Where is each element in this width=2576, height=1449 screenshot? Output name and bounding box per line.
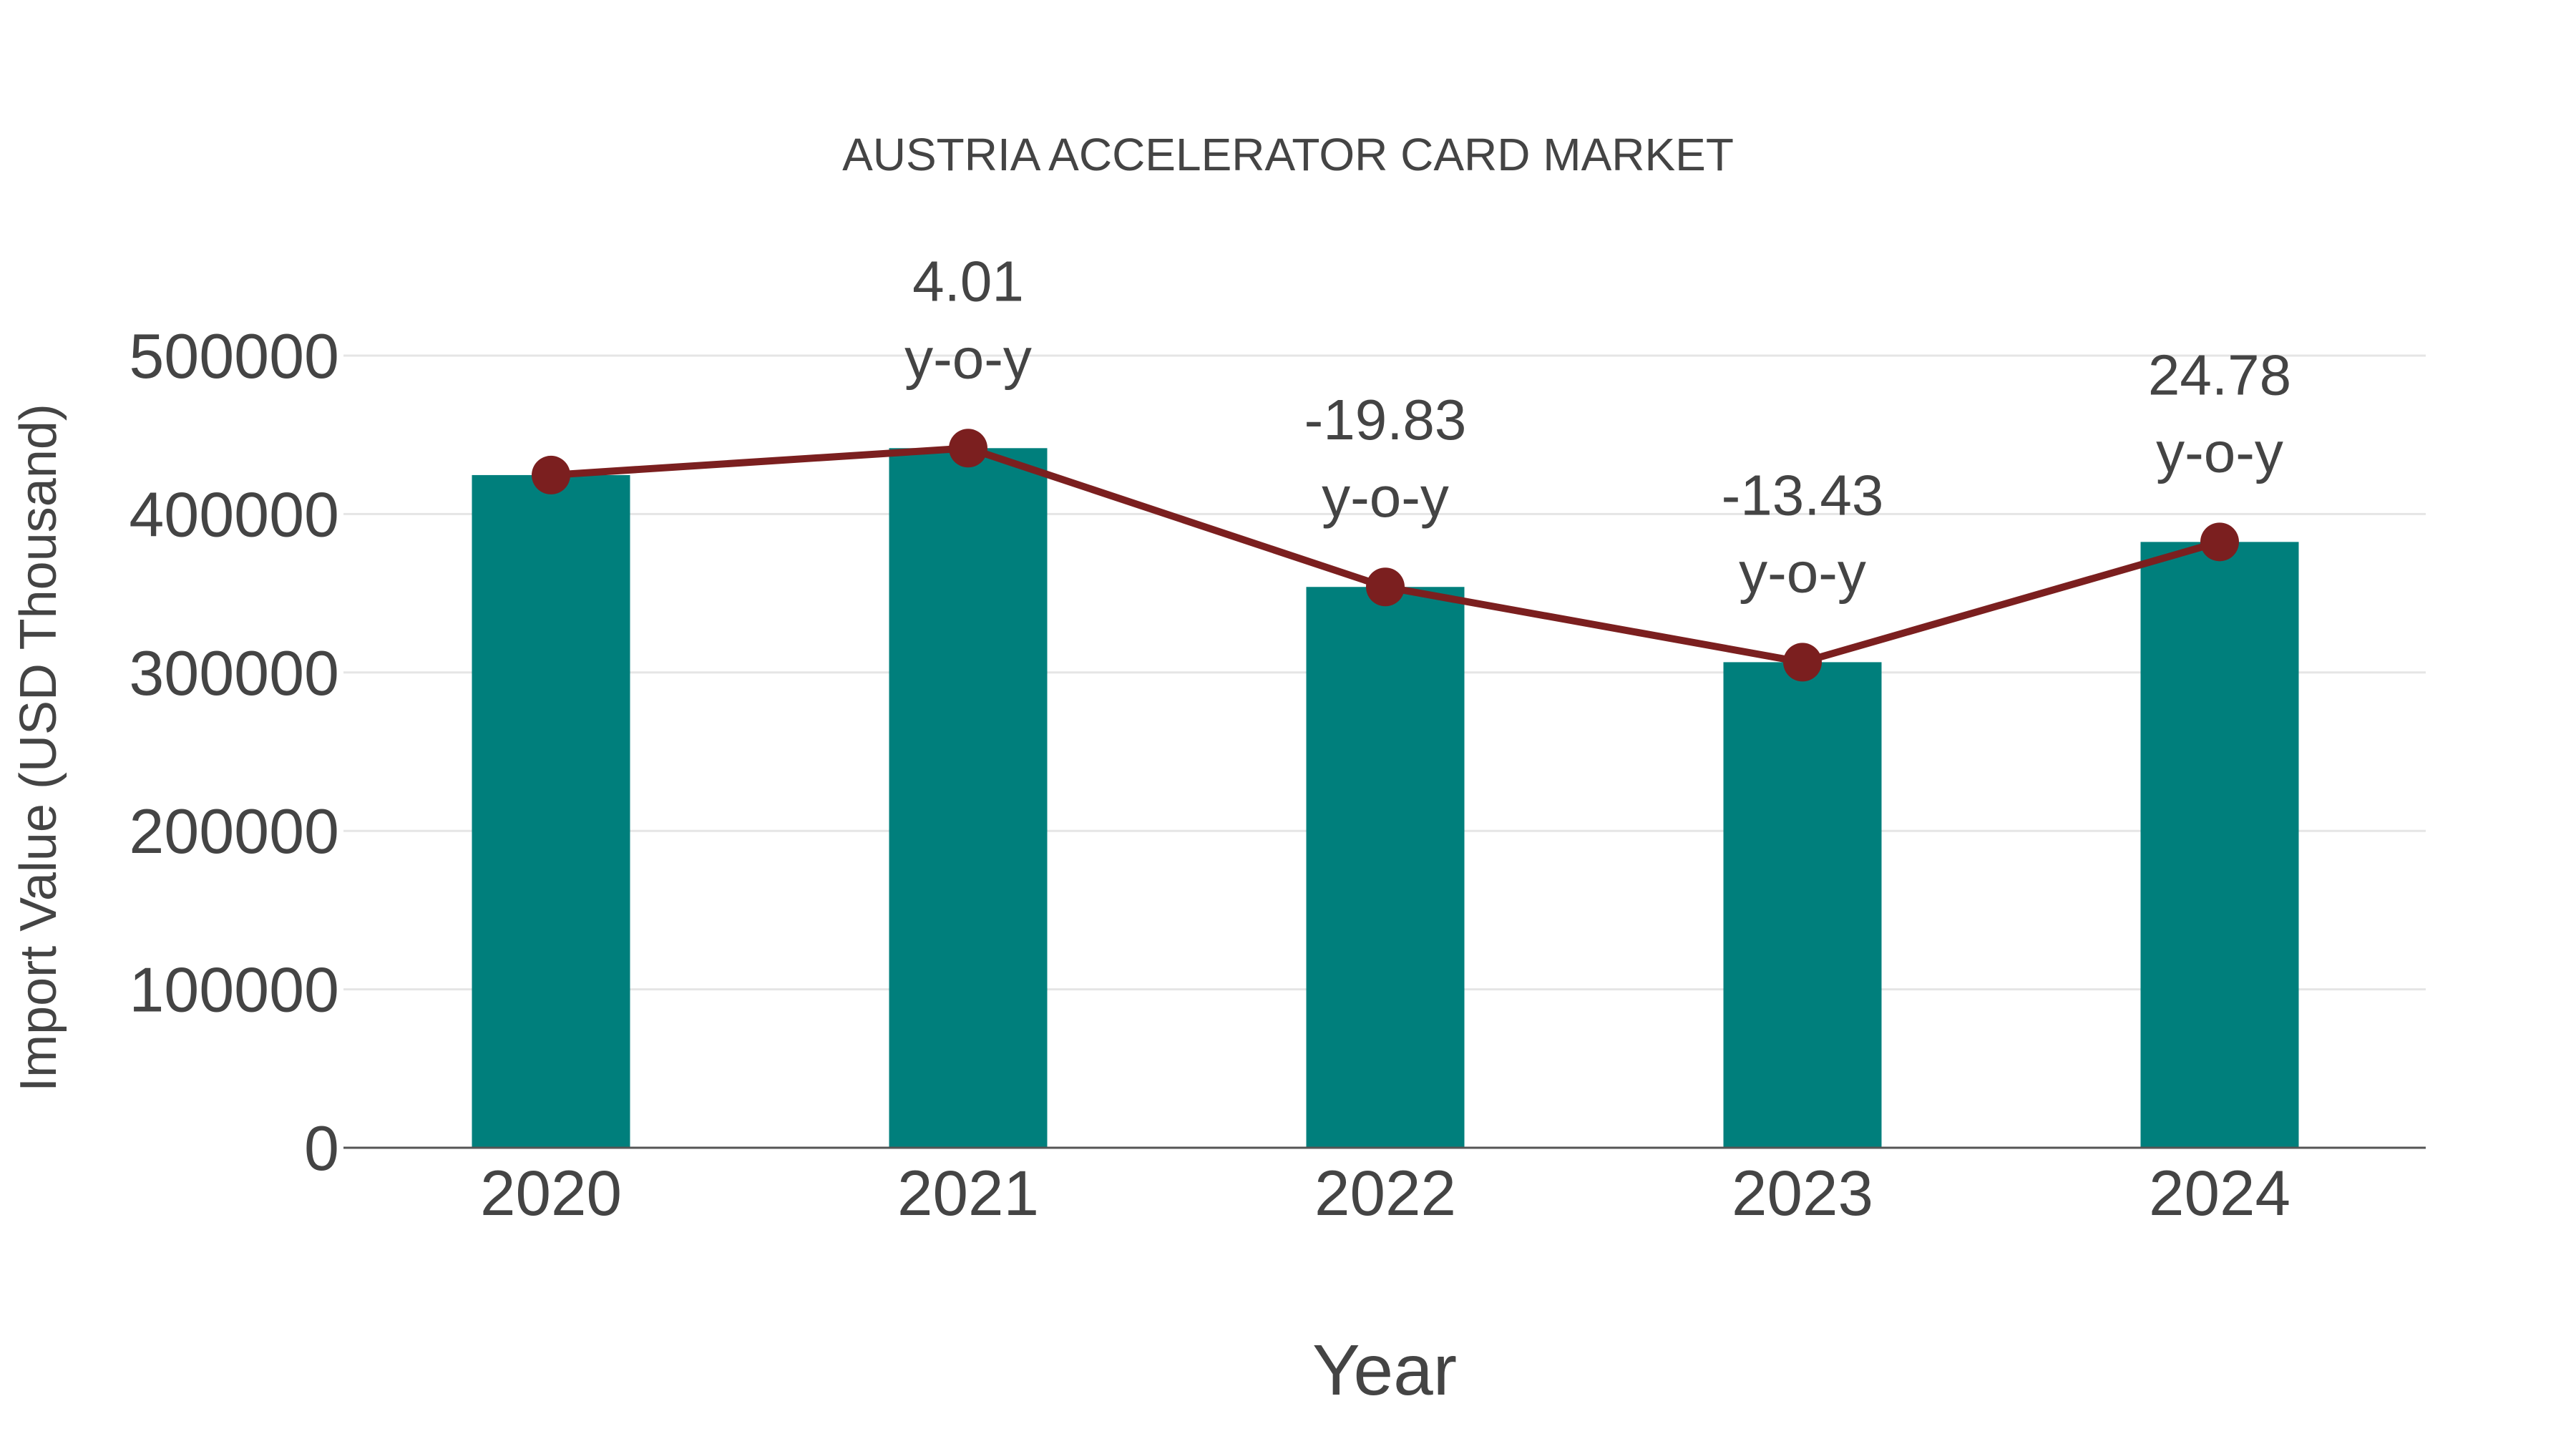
y-tick-label: 500000: [129, 321, 339, 391]
bar-2022: [1306, 587, 1465, 1148]
x-tick-label: 2020: [480, 1157, 622, 1229]
y-tick-label: 100000: [129, 955, 339, 1025]
x-axis-title: Year: [1312, 1330, 1458, 1410]
bar-2023: [1723, 662, 1882, 1148]
yoy-value-label: 24.78: [2148, 343, 2291, 406]
x-tick-label: 2022: [1314, 1157, 1456, 1229]
trend-marker: [532, 455, 570, 494]
x-tick-label: 2023: [1732, 1157, 1873, 1229]
trend-marker: [1366, 567, 1405, 607]
yoy-suffix-label: y-o-y: [904, 326, 1032, 390]
bar-2020: [472, 474, 630, 1148]
bar-2021: [889, 448, 1048, 1148]
x-tick-label: 2021: [897, 1157, 1039, 1229]
yoy-suffix-label: y-o-y: [1739, 540, 1866, 604]
trend-marker: [1783, 643, 1822, 682]
yoy-suffix-label: y-o-y: [1322, 465, 1449, 529]
y-tick-label: 0: [304, 1113, 339, 1184]
yoy-value-label: 4.01: [912, 249, 1024, 313]
chart-title: AUSTRIA ACCELERATOR CARD MARKET: [842, 129, 1734, 180]
yoy-value-label: -19.83: [1304, 388, 1467, 452]
yoy-value-label: -13.43: [1722, 463, 1884, 527]
yoy-suffix-label: y-o-y: [2156, 420, 2283, 484]
y-tick-label: 300000: [129, 638, 339, 708]
y-tick-label: 400000: [129, 479, 339, 550]
x-tick-label: 2024: [2149, 1157, 2290, 1229]
trend-marker: [949, 429, 987, 468]
bar-2024: [2140, 542, 2299, 1148]
trend-marker: [2200, 522, 2239, 562]
y-tick-label: 200000: [129, 796, 339, 867]
